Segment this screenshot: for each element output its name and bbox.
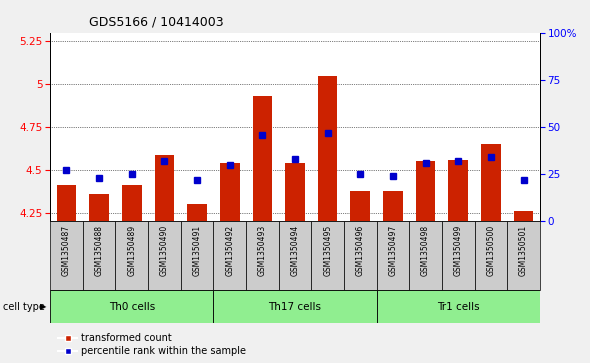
Text: GSM1350491: GSM1350491 — [192, 225, 202, 276]
Bar — [50, 221, 83, 290]
Text: GSM1350498: GSM1350498 — [421, 225, 430, 276]
Text: GSM1350499: GSM1350499 — [454, 225, 463, 276]
Bar — [89, 194, 109, 221]
Bar — [442, 221, 474, 290]
Bar — [481, 144, 501, 221]
Bar — [376, 290, 540, 323]
Bar — [214, 290, 376, 323]
Text: GSM1350493: GSM1350493 — [258, 225, 267, 276]
Text: cell type: cell type — [3, 302, 45, 312]
Bar — [57, 185, 76, 221]
Text: GSM1350487: GSM1350487 — [62, 225, 71, 276]
Text: GSM1350492: GSM1350492 — [225, 225, 234, 276]
Bar — [116, 221, 148, 290]
Bar — [253, 96, 272, 221]
Bar — [285, 163, 305, 221]
Bar — [148, 221, 181, 290]
Bar — [507, 221, 540, 290]
Legend: transformed count, percentile rank within the sample: transformed count, percentile rank withi… — [58, 333, 246, 356]
Bar — [187, 204, 207, 221]
Bar — [448, 160, 468, 221]
Bar — [50, 290, 214, 323]
Text: GSM1350501: GSM1350501 — [519, 225, 528, 276]
Bar — [514, 211, 533, 221]
Bar — [214, 221, 246, 290]
Bar — [181, 221, 214, 290]
Text: ▶: ▶ — [40, 302, 46, 311]
Bar — [409, 221, 442, 290]
Text: GDS5166 / 10414003: GDS5166 / 10414003 — [89, 16, 224, 29]
Text: GSM1350495: GSM1350495 — [323, 225, 332, 276]
Text: GSM1350500: GSM1350500 — [486, 225, 496, 276]
Bar — [246, 221, 278, 290]
Bar — [278, 221, 312, 290]
Text: Th0 cells: Th0 cells — [109, 302, 155, 312]
Bar — [122, 185, 142, 221]
Text: Tr1 cells: Tr1 cells — [437, 302, 480, 312]
Bar — [220, 163, 240, 221]
Bar — [155, 155, 174, 221]
Text: GSM1350488: GSM1350488 — [94, 225, 104, 276]
Text: GSM1350494: GSM1350494 — [290, 225, 300, 276]
Bar — [474, 221, 507, 290]
Text: GSM1350497: GSM1350497 — [388, 225, 398, 276]
Text: GSM1350489: GSM1350489 — [127, 225, 136, 276]
Bar — [383, 191, 403, 221]
Bar — [350, 191, 370, 221]
Bar — [318, 76, 337, 221]
Bar — [376, 221, 409, 290]
Bar — [344, 221, 376, 290]
Bar — [312, 221, 344, 290]
Bar — [416, 162, 435, 221]
Text: GSM1350496: GSM1350496 — [356, 225, 365, 276]
Text: Th17 cells: Th17 cells — [268, 302, 322, 312]
Text: GSM1350490: GSM1350490 — [160, 225, 169, 276]
Bar — [83, 221, 116, 290]
